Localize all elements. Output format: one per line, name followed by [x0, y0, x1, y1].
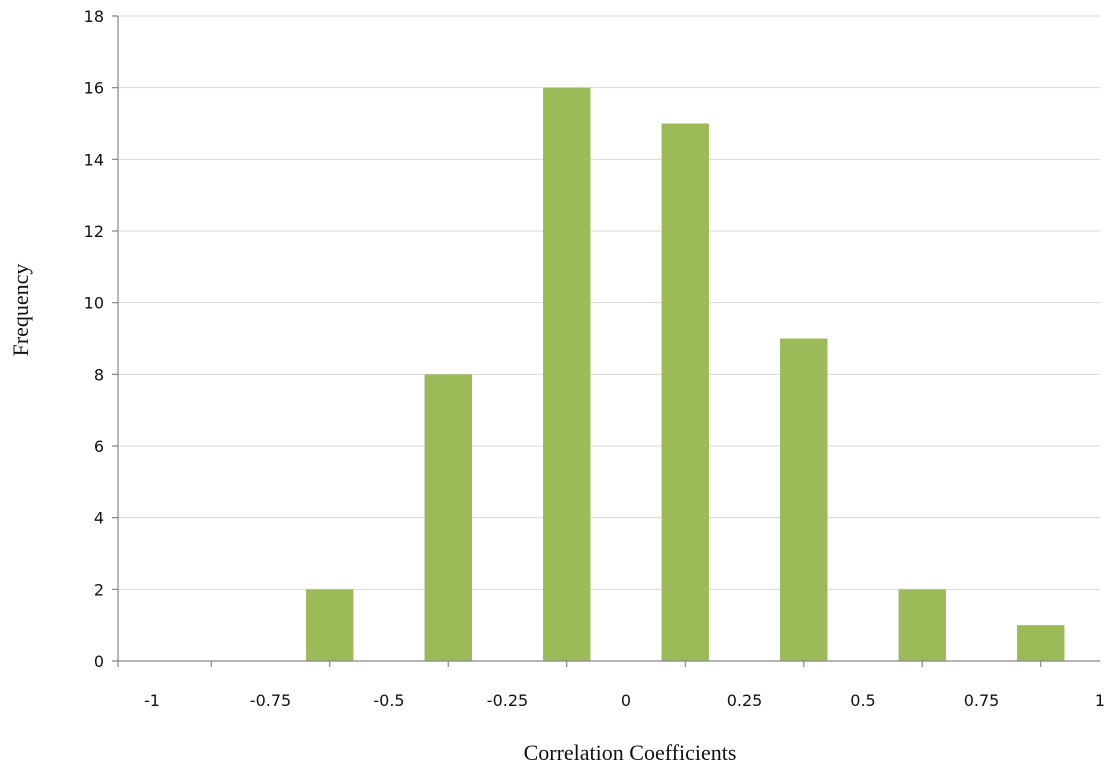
y-tick-label: 8 — [94, 365, 104, 384]
x-tick-label: 0 — [621, 691, 631, 710]
x-tick-label: 0.25 — [727, 691, 763, 710]
x-tick-label: 1 — [1095, 691, 1105, 710]
y-tick-label: 18 — [84, 7, 104, 26]
gridlines — [118, 15, 1100, 590]
y-tick-label: 10 — [84, 294, 104, 313]
histogram-bar — [1017, 625, 1065, 661]
y-tick-label: 4 — [94, 509, 104, 528]
x-tick-labels: -1 -0.75 -0.5 -0.25 0 0.25 0.5 0.75 1 — [144, 691, 1105, 710]
x-tick-label: 0.5 — [850, 691, 875, 710]
y-tick-label: 12 — [84, 222, 104, 241]
x-tick-label: -0.5 — [373, 691, 404, 710]
histogram-bar — [780, 338, 828, 661]
x-axis-title: Correlation Coefficients — [524, 740, 737, 765]
y-axis-title: Frequency — [8, 264, 33, 357]
y-tick-label: 14 — [84, 150, 104, 169]
histogram-bar — [306, 589, 354, 661]
x-tick-label: -0.75 — [250, 691, 291, 710]
y-tick-labels: 0 2 4 6 8 10 12 14 16 18 — [84, 7, 104, 671]
y-tick-label: 0 — [94, 652, 104, 671]
x-tick-label: -1 — [144, 691, 160, 710]
x-tick-label: 0.75 — [964, 691, 1000, 710]
bars — [306, 87, 1065, 661]
histogram-bar — [543, 87, 591, 661]
y-tick-label: 2 — [94, 580, 104, 599]
histogram-bar — [661, 123, 709, 661]
y-tick-label: 6 — [94, 437, 104, 456]
x-tick-label: -0.25 — [487, 691, 528, 710]
y-tick-label: 16 — [84, 79, 104, 98]
histogram-bar — [424, 374, 472, 661]
axes — [112, 15, 1100, 667]
histogram-bar — [898, 589, 946, 661]
